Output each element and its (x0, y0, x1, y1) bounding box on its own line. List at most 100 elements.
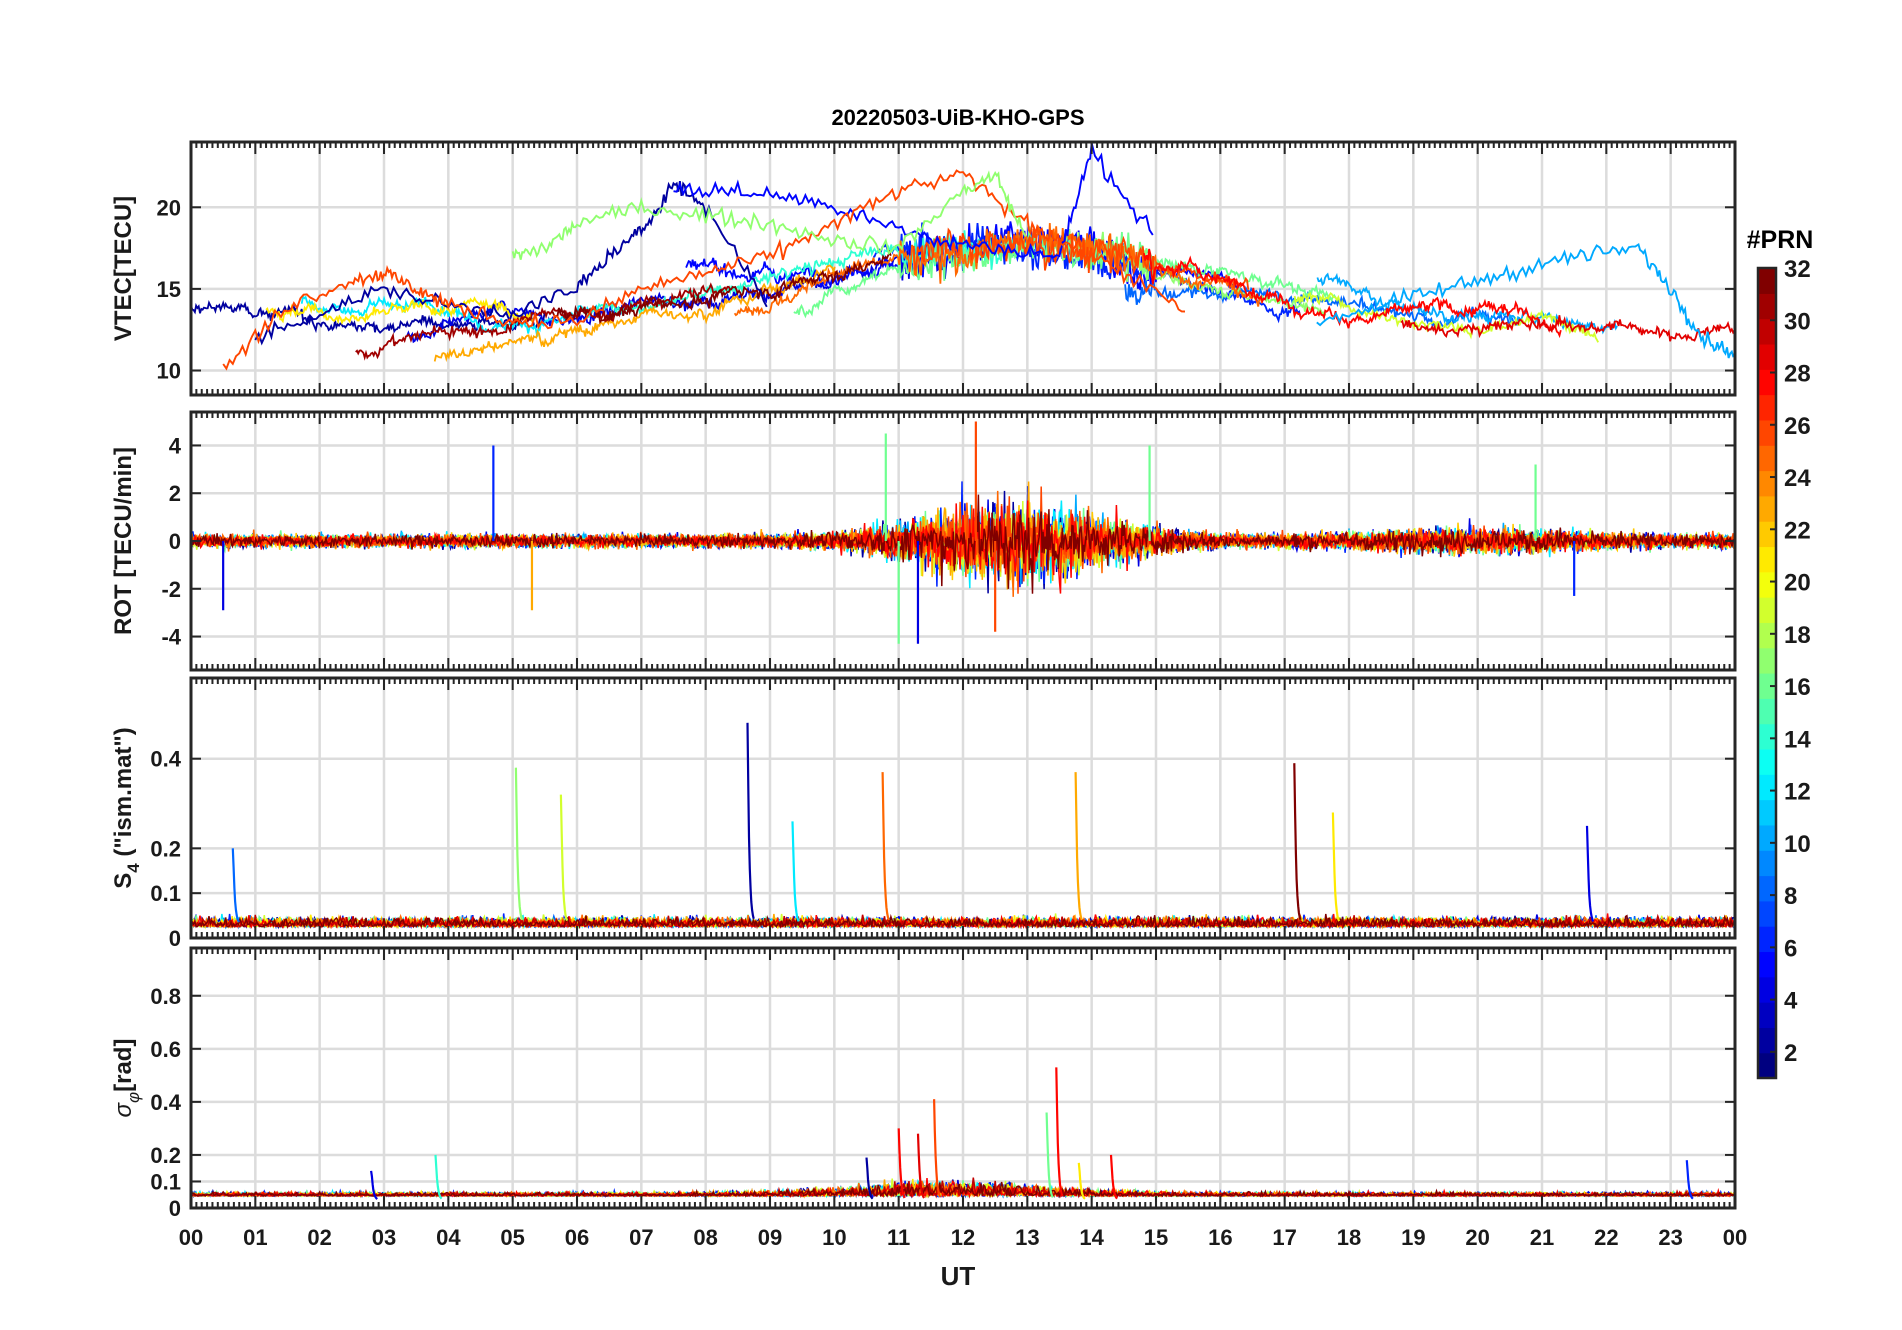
y-axis-label-sigphi: σφ[rad] (110, 1039, 143, 1118)
colorbar-tick-label: 30 (1784, 308, 1811, 335)
colorbar-swatch (1758, 875, 1776, 902)
colorbar-tick-label: 22 (1784, 517, 1811, 544)
x-tick-label: 06 (565, 1225, 589, 1250)
colorbar-swatch (1758, 1002, 1776, 1028)
colorbar-tick-label: 18 (1784, 622, 1811, 649)
sigphi-spike (434, 1154, 443, 1200)
colorbar-swatch (1758, 1052, 1776, 1079)
colorbar-swatch (1758, 546, 1776, 573)
x-tick-label: 15 (1144, 1225, 1168, 1250)
x-tick-label: 21 (1530, 1225, 1554, 1250)
y-tick-label: 0.4 (150, 1090, 181, 1115)
colorbar-swatch (1758, 419, 1776, 446)
x-tick-label: 09 (758, 1225, 782, 1250)
y-tick-label: -4 (161, 625, 181, 650)
colorbar-swatch (1758, 900, 1776, 927)
colorbar-swatch (1758, 673, 1776, 699)
y-tick-label: 2 (169, 481, 181, 506)
y-tick-label: 4 (169, 433, 182, 458)
x-tick-label: 00 (179, 1225, 203, 1250)
axes-frame: 00.10.2 0.4 0.6 0.8 (150, 946, 1737, 1221)
axes-frame: 10 15 20 (157, 140, 1737, 397)
s4-spike (1585, 825, 1595, 922)
panel-s4: 0 0.1 0.2 0.4 S4 ("ism.mat") (110, 676, 1737, 951)
vtec-series-prn-10 (1316, 243, 1735, 359)
x-tick-label: 07 (629, 1225, 653, 1250)
vtec-trace-prn-29 (1400, 315, 1735, 342)
colorbar-swatch (1758, 394, 1776, 421)
sigphi-spike (370, 1170, 378, 1200)
colorbar-swatch (1758, 951, 1776, 978)
colorbar-swatch (1758, 268, 1776, 294)
x-tick-label: 13 (1015, 1225, 1039, 1250)
colorbar-swatch (1758, 824, 1776, 851)
y-tick-label: 0 (169, 926, 181, 951)
x-tick-label: 03 (372, 1225, 396, 1250)
colorbar-swatch (1758, 926, 1776, 953)
x-tick-label: 11 (887, 1225, 910, 1250)
y-tick-label: 0.2 (150, 1143, 181, 1168)
s4-spike (746, 722, 755, 919)
sigphi-spike (1109, 1154, 1118, 1200)
x-tick-label: 04 (436, 1225, 461, 1250)
colorbar-tick-label: 28 (1784, 361, 1811, 388)
y-label-main: σ (110, 1101, 137, 1117)
colorbar-swatch (1758, 369, 1776, 396)
vtec-trace-prn-31 (355, 282, 731, 361)
y-tick-label: 20 (157, 195, 181, 220)
y-tick-label: 0.1 (150, 881, 181, 906)
colorbar-tick-label: 14 (1784, 726, 1811, 753)
s4-spike (1293, 763, 1302, 921)
colorbar-swatch (1758, 622, 1776, 649)
colorbar-swatch (1758, 976, 1776, 1003)
y-label-subscript: 4 (124, 863, 143, 873)
sigphi-spike (933, 1099, 942, 1198)
panel-rot: -4 -2 0 2 4 ROT [TECU/min] (110, 410, 1737, 672)
x-tick-label: 00 (1723, 1225, 1747, 1250)
axes-frame: 0 0.1 0.2 0.4 (150, 676, 1737, 951)
y-tick-label: 0.4 (150, 747, 181, 772)
colorbar-swatch (1758, 470, 1776, 497)
x-tick-label: 05 (500, 1225, 524, 1250)
panel-sigphi: 00.10.2 0.4 0.6 0.8 σφ[rad] (110, 946, 1737, 1221)
vtec-trace-prn-32 (551, 249, 892, 325)
s4-spike (559, 794, 569, 921)
x-tick-label: 17 (1272, 1225, 1296, 1250)
x-tick-label: 20 (1465, 1225, 1489, 1250)
s4-spike (791, 821, 800, 922)
sigphi-spike (916, 1133, 926, 1199)
vtec-series-prn-17 (511, 170, 1027, 260)
colorbar-swatch (1758, 723, 1776, 750)
y-tick-label: 0.2 (150, 836, 181, 861)
s4-spike (231, 848, 240, 923)
s4-spike (1074, 772, 1083, 921)
vtec-series-prn-2 (254, 180, 768, 346)
colorbar-swatch (1758, 774, 1776, 801)
colorbar-frame (1756, 266, 1778, 1080)
colorbar-swatch (1758, 748, 1776, 775)
y-axis-label-rot: ROT [TECU/min] (110, 447, 137, 635)
x-tick-label: 23 (1658, 1225, 1682, 1250)
x-axis-label: UT (941, 1261, 976, 1291)
x-tick-label: 18 (1337, 1225, 1361, 1250)
colorbar-swatch (1758, 293, 1776, 320)
colorbar-tick-label: 32 (1784, 256, 1811, 283)
colorbar-tick-label: 4 (1784, 988, 1798, 1015)
colorbar-tick-label: 2 (1784, 1040, 1797, 1067)
vtec-trace-prn-19 (1293, 291, 1599, 343)
data-layer (191, 1067, 1735, 1200)
rot-trace-prn-32 (191, 494, 1735, 594)
panel-vtec: 10 15 20 VTEC[TECU] (110, 140, 1737, 397)
y-tick-label: 0.6 (150, 1037, 181, 1062)
colorbar-swatch (1758, 597, 1776, 623)
colorbar-tick-label: 26 (1784, 413, 1811, 440)
sigphi-spike (1045, 1112, 1054, 1198)
vtec-trace-prn-10 (1316, 272, 1618, 335)
colorbar-swatch (1758, 343, 1776, 370)
s4-spike (1331, 812, 1341, 922)
x-tick-label: 19 (1401, 1225, 1425, 1250)
chart-title: 20220503-UiB-KHO-GPS (831, 105, 1084, 130)
